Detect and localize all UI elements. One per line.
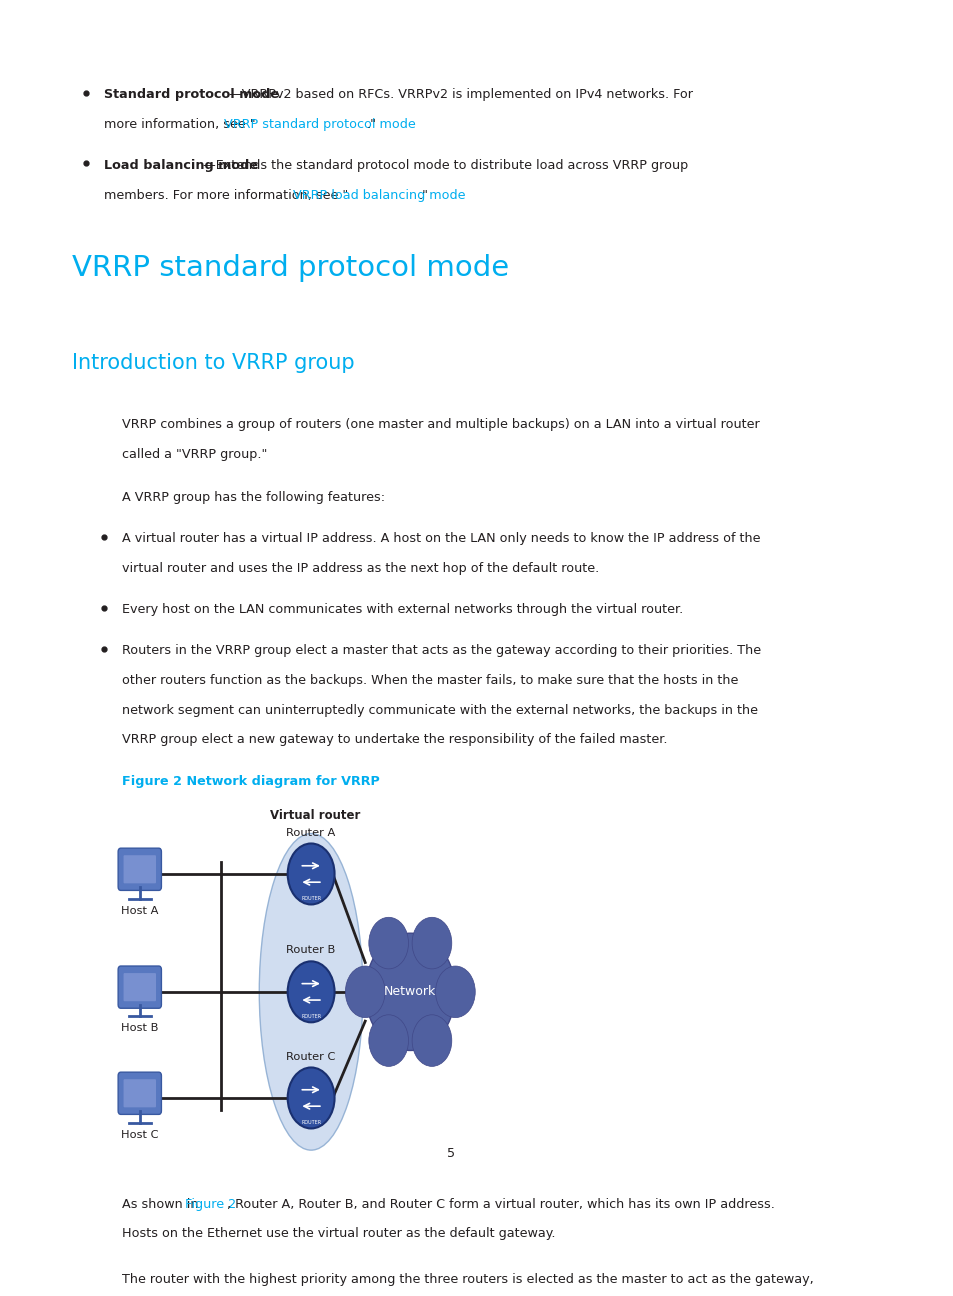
Text: As shown in: As shown in [122,1198,202,1210]
Text: A virtual router has a virtual IP address. A host on the LAN only needs to know : A virtual router has a virtual IP addres… [122,533,760,546]
Text: members. For more information, see ": members. For more information, see " [104,188,348,201]
Text: Introduction to VRRP group: Introduction to VRRP group [72,353,355,373]
Text: Every host on the LAN communicates with external networks through the virtual ro: Every host on the LAN communicates with … [122,603,682,616]
Text: —Extends the standard protocol mode to distribute load across VRRP group: —Extends the standard protocol mode to d… [203,158,688,172]
Circle shape [288,844,335,905]
Text: Network: Network [384,985,436,998]
Text: Load balancing mode: Load balancing mode [104,158,257,172]
Text: ROUTER: ROUTER [301,897,321,901]
FancyBboxPatch shape [118,1072,161,1115]
Text: called a "VRRP group.": called a "VRRP group." [122,448,267,461]
Text: more information, see ": more information, see " [104,118,255,131]
FancyBboxPatch shape [118,966,161,1008]
Text: Router C: Router C [286,1051,335,1061]
Circle shape [365,933,455,1051]
FancyBboxPatch shape [124,973,156,1002]
FancyBboxPatch shape [118,848,161,890]
Text: VRRP group elect a new gateway to undertake the responsibility of the failed mas: VRRP group elect a new gateway to undert… [122,734,666,746]
Text: .": ." [366,118,375,131]
Text: ROUTER: ROUTER [301,1013,321,1019]
Text: .": ." [418,188,428,201]
Circle shape [412,1015,452,1067]
Circle shape [412,918,452,969]
Circle shape [436,966,475,1017]
Circle shape [369,918,408,969]
Text: —VRRPv2 based on RFCs. VRRPv2 is implemented on IPv4 networks. For: —VRRPv2 based on RFCs. VRRPv2 is impleme… [229,88,692,101]
Ellipse shape [259,833,362,1150]
Circle shape [369,1015,408,1067]
FancyBboxPatch shape [124,855,156,884]
Circle shape [288,1068,335,1129]
Text: ROUTER: ROUTER [301,1120,321,1125]
Text: Host C: Host C [121,1130,158,1139]
Text: VRRP load balancing mode: VRRP load balancing mode [293,188,465,201]
Text: A VRRP group has the following features:: A VRRP group has the following features: [122,491,384,504]
Text: Standard protocol mode: Standard protocol mode [104,88,278,101]
Text: Virtual router: Virtual router [270,810,360,823]
Text: network segment can uninterruptedly communicate with the external networks, the : network segment can uninterruptedly comm… [122,704,757,717]
Circle shape [288,962,335,1023]
Text: VRRP standard protocol mode: VRRP standard protocol mode [224,118,416,131]
Circle shape [345,966,385,1017]
Text: Router A: Router A [286,828,335,837]
Text: Host A: Host A [121,906,158,916]
Text: Host B: Host B [121,1024,158,1033]
Text: VRRP standard protocol mode: VRRP standard protocol mode [72,254,509,283]
Text: Figure 2: Figure 2 [185,1198,235,1210]
Text: The router with the highest priority among the three routers is elected as the m: The router with the highest priority amo… [122,1273,813,1286]
Text: Router B: Router B [286,946,335,955]
Text: Routers in the VRRP group elect a master that acts as the gateway according to t: Routers in the VRRP group elect a master… [122,644,760,657]
Text: virtual router and uses the IP address as the next hop of the default route.: virtual router and uses the IP address a… [122,562,598,575]
Text: Figure 2 Network diagram for VRRP: Figure 2 Network diagram for VRRP [122,775,379,788]
Text: VRRP combines a group of routers (one master and multiple backups) on a LAN into: VRRP combines a group of routers (one ma… [122,419,759,432]
FancyBboxPatch shape [124,1080,156,1107]
Text: other routers function as the backups. When the master fails, to make sure that : other routers function as the backups. W… [122,674,738,687]
Text: Hosts on the Ethernet use the virtual router as the default gateway.: Hosts on the Ethernet use the virtual ro… [122,1227,555,1240]
Text: 5: 5 [446,1147,455,1160]
Text: , Router A, Router B, and Router C form a virtual router, which has its own IP a: , Router A, Router B, and Router C form … [227,1198,774,1210]
